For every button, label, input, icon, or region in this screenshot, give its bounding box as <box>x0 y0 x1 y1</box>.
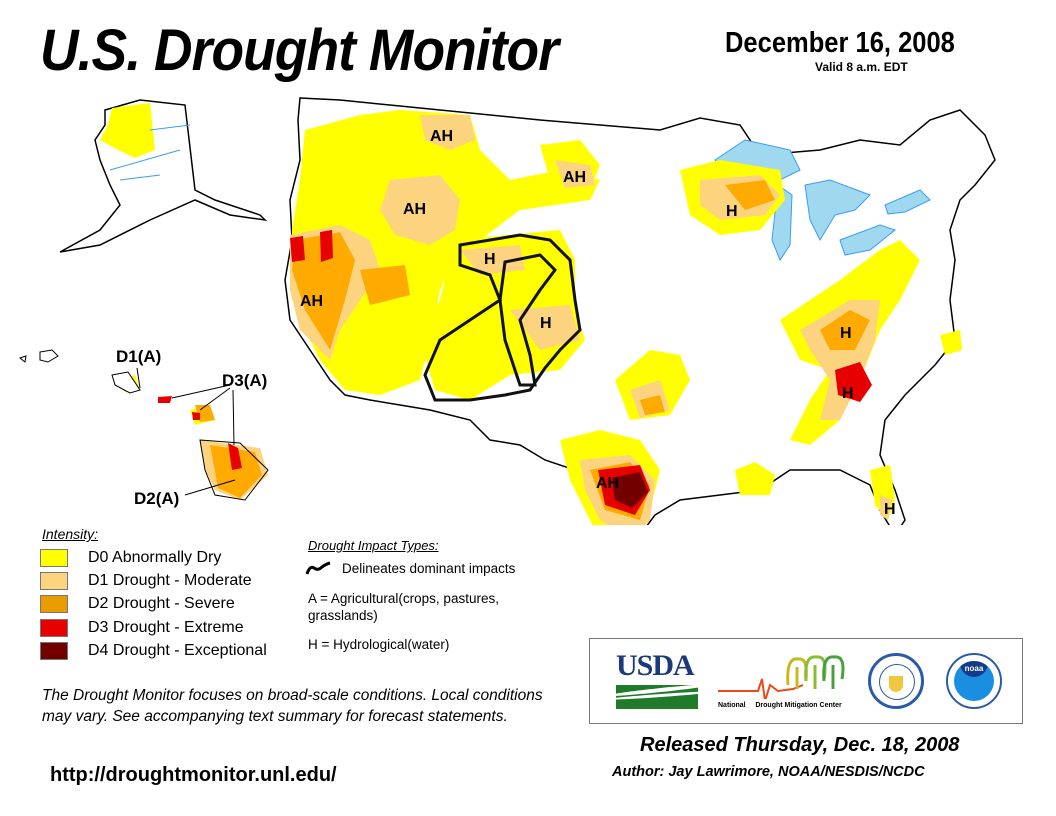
legend-label: D1 Drought - Moderate <box>88 572 252 589</box>
label-ah-montana: AH <box>430 128 453 145</box>
commerce-seal-logo <box>868 653 924 709</box>
ndmc-logo: National Drought Mitigation Center <box>718 649 848 715</box>
label-h-appalachia: H <box>840 325 852 342</box>
d4-swatch <box>40 642 68 660</box>
label-h-florida: H <box>884 501 896 518</box>
partner-logos: USDA National Drought Mitigation Center … <box>589 638 1023 724</box>
label-h-wisconsin: H <box>726 203 738 220</box>
author: Author: Jay Lawrimore, NOAA/NESDIS/NCDC <box>612 764 925 780</box>
d2-swatch <box>40 595 68 613</box>
impact-delineates-text: Delineates dominant impacts <box>342 561 516 576</box>
label-h-georgia: H <box>842 385 854 402</box>
intensity-legend-title: Intensity: <box>42 526 99 542</box>
legend-item-d2: D2 Drought - Severe <box>40 593 235 615</box>
impact-agricultural-text: A = Agricultural(crops, pastures, grassl… <box>308 591 499 623</box>
usda-logo: USDA <box>616 651 698 711</box>
label-ah-idaho: AH <box>403 201 426 218</box>
legend-label: D2 Drought - Severe <box>88 595 235 612</box>
valid-time: Valid 8 a.m. EDT <box>815 60 908 74</box>
page-title: U.S. Drought Monitor <box>40 18 559 83</box>
legend-label: D0 Abnormally Dry <box>88 549 222 566</box>
legend-item-d3: D3 Drought - Extreme <box>40 617 244 639</box>
website-link[interactable]: http://droughtmonitor.unl.edu/ <box>50 764 337 786</box>
legend-item-d4: D4 Drought - Exceptional <box>40 640 267 662</box>
label-hawaii-d2a: D2(A) <box>134 489 179 508</box>
label-hawaii-d3a: D3(A) <box>222 371 267 390</box>
impact-legend-title: Drought Impact Types: <box>308 538 439 553</box>
legend-item-d0: D0 Abnormally Dry <box>40 547 221 569</box>
impact-line-icon <box>305 561 331 575</box>
ndmc-trees-icon <box>718 655 845 702</box>
label-h-colorado: H <box>540 315 552 332</box>
legend-label: D3 Drought - Extreme <box>88 619 244 636</box>
disclaimer-text: The Drought Monitor focuses on broad-sca… <box>42 687 543 725</box>
drought-d3 <box>158 230 872 515</box>
label-h-wyoming: H <box>484 251 496 268</box>
alaska <box>59 99 268 253</box>
d3-swatch <box>40 619 68 637</box>
label-ah-texas: AH <box>596 475 619 492</box>
label-ah-california: AH <box>300 293 323 310</box>
legend-label: D4 Drought - Exceptional <box>88 642 267 659</box>
hawaii <box>18 349 269 501</box>
label-hawaii-d1a: D1(A) <box>116 347 161 366</box>
drought-map: AH AH AH AH H H H H H AH H D1(A) D3(A) D… <box>18 97 996 525</box>
d1-swatch <box>40 572 68 590</box>
map-date: December 16, 2008 <box>725 27 955 59</box>
label-ah-north-dakota: AH <box>563 169 586 186</box>
impact-hydrological-text: H = Hydrological(water) <box>308 637 450 652</box>
noaa-logo: noaa <box>946 653 1002 709</box>
release-date: Released Thursday, Dec. 18, 2008 <box>640 734 960 756</box>
legend-item-d1: D1 Drought - Moderate <box>40 570 252 592</box>
d0-swatch <box>40 549 68 567</box>
impact-boundary <box>423 233 582 402</box>
drought-d4 <box>612 472 648 508</box>
